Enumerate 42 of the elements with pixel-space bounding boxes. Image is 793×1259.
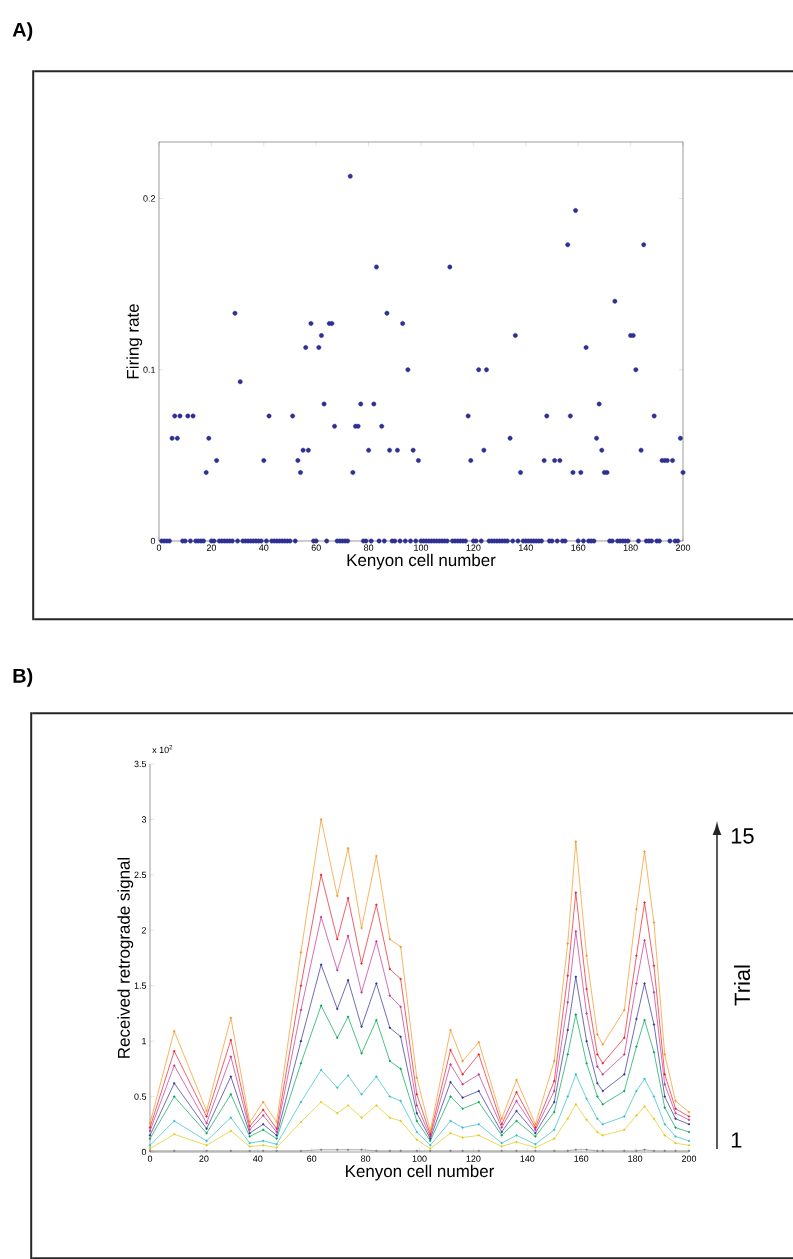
x-tick-label: 120 (466, 1155, 481, 1162)
x-tick-label: 140 (520, 1155, 535, 1162)
x-tick-label: 80 (364, 544, 374, 551)
chart-title: B) (13, 668, 33, 687)
x-axis-title: Kenyon cell number (347, 553, 496, 570)
x-tick-label: 40 (259, 544, 269, 551)
y-tick-label: 0 (141, 1148, 147, 1156)
y-axis-title: Received retrograde signal (117, 857, 134, 1058)
y-tick-label: 2.5 (134, 871, 147, 879)
x-tick-label: 40 (253, 1155, 263, 1162)
x-tick-label: 20 (199, 1155, 209, 1162)
x-tick-label: 160 (571, 544, 586, 551)
y-tick-label: 0.2 (143, 195, 156, 202)
x-tick-label: 20 (206, 544, 217, 551)
text: x 10$^{2}$ (152, 744, 173, 754)
x-tick-label: 180 (623, 544, 638, 551)
y-tick-label: 1 (142, 1038, 147, 1045)
x-tick-label: 200 (681, 1155, 697, 1162)
x-tick-label: 200 (675, 544, 691, 551)
y-tick-label: 1.5 (134, 982, 147, 989)
y-tick-label: 0 (150, 537, 156, 545)
y-axis-title: Firing rate (126, 304, 143, 379)
x-tick-label: 80 (361, 1155, 371, 1162)
chart-title: A) (12, 22, 33, 41)
text: 15 (731, 828, 754, 844)
x-tick-label: 0 (156, 544, 162, 551)
text: Trial (733, 965, 751, 1006)
y-tick-label: 0.1 (143, 366, 156, 373)
y-tick-label: 2 (141, 927, 147, 934)
x-tick-label: 100 (414, 544, 429, 551)
x-tick-label: 180 (628, 1155, 643, 1162)
x-tick-label: 120 (466, 544, 481, 551)
x-tick-label: 60 (307, 1155, 317, 1162)
x-axis-title: Kenyon cell number (346, 1164, 495, 1181)
x-tick-label: 100 (412, 1155, 427, 1162)
y-tick-label: 3 (141, 816, 147, 823)
text: 1 (731, 1132, 742, 1148)
y-tick-label: 3.5 (134, 760, 147, 768)
x-tick-label: 140 (519, 544, 533, 551)
y-tick-label: 0.5 (134, 1093, 147, 1100)
x-tick-label: 160 (574, 1155, 589, 1162)
x-tick-label: 60 (311, 544, 321, 551)
